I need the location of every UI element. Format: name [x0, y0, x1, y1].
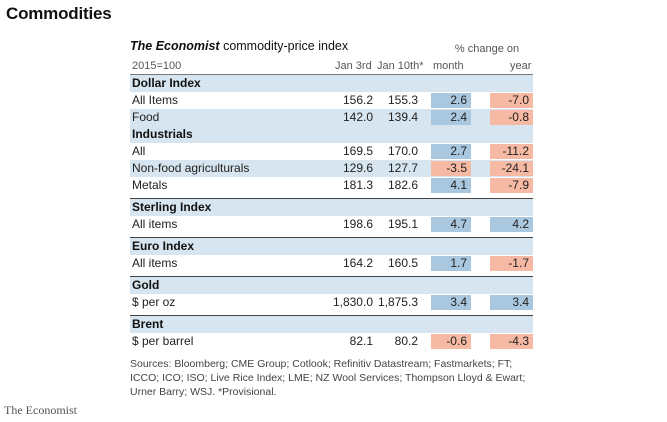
table-title-text: commodity-price index [219, 39, 349, 53]
table-row: All items 198.6 195.1 4.7 4.2 [130, 216, 533, 233]
jan-10-value: 1,875.3 [377, 295, 418, 309]
month-change-cell: 4.7 [431, 217, 471, 232]
row-label: $ per oz [132, 295, 176, 309]
table-row: $ per oz 1,830.0 1,875.3 3.4 3.4 [130, 294, 533, 311]
jan-3-value: 156.2 [342, 93, 373, 107]
jan-3-header: Jan 3rd [335, 60, 372, 72]
column-header-row: 2015=100 Jan 3rd Jan 10th* month year [130, 57, 533, 75]
year-change-cell: -7.9 [490, 178, 533, 193]
jan-10-value: 170.0 [387, 144, 418, 158]
jan-10-value: 155.3 [387, 93, 418, 107]
jan-3-value: 198.6 [342, 217, 373, 231]
year-change-cell: -0.8 [490, 110, 533, 125]
jan-10-value: 80.2 [394, 334, 418, 348]
section-header: Brent [130, 315, 533, 333]
row-label: Non-food agriculturals [132, 161, 250, 175]
table-row: All 169.5 170.0 2.7 -11.2 [130, 143, 533, 160]
year-change-cell: -24.1 [490, 161, 533, 176]
jan-3-value: 82.1 [349, 334, 373, 348]
year-change-cell: -7.0 [490, 93, 533, 108]
table-row: Non-food agriculturals 129.6 127.7 -3.5 -24.… [130, 160, 533, 177]
table-row: All Items 156.2 155.3 2.6 -7.0 [130, 92, 533, 109]
row-label: All items [132, 256, 178, 270]
month-change-cell: -0.6 [431, 334, 471, 349]
jan-10-header: Jan 10th* [377, 60, 424, 72]
jan-10-value: 139.4 [387, 110, 418, 124]
jan-3-value: 181.3 [342, 178, 373, 192]
jan-10-value: 195.1 [387, 217, 418, 231]
commodity-table: The Economist commodity-price index % ch… [130, 38, 533, 350]
row-label: All Items [132, 93, 179, 107]
pct-change-header: % change on [454, 43, 520, 55]
table-row: Food 142.0 139.4 2.4 -0.8 [130, 109, 533, 126]
row-label: Food [132, 110, 160, 124]
table-row: All items 164.2 160.5 1.7 -1.7 [130, 255, 533, 272]
month-change-cell: -3.5 [431, 161, 471, 176]
jan-3-value: 129.6 [342, 161, 373, 175]
section-header: Euro Index [130, 237, 533, 255]
year-change-cell: -11.2 [490, 144, 533, 159]
section-header: Sterling Index [130, 198, 533, 216]
base-year-header: 2015=100 [132, 60, 182, 72]
table-row: Metals 181.3 182.6 4.1 -7.9 [130, 177, 533, 194]
year-change-cell: 4.2 [490, 217, 533, 232]
table-title-brand: The Economist [130, 39, 220, 53]
row-label: All [132, 144, 146, 158]
brand-logo: The Economist [4, 403, 77, 417]
row-label: Metals [132, 178, 168, 192]
section-header: Dollar Index [130, 75, 533, 92]
jan-3-value: 169.5 [342, 144, 373, 158]
year-change-cell: 3.4 [490, 295, 533, 310]
month-change-cell: 2.7 [431, 144, 471, 159]
page-title: Commodities [6, 4, 112, 23]
jan-10-value: 127.7 [387, 161, 418, 175]
jan-3-value: 142.0 [342, 110, 373, 124]
jan-10-value: 160.5 [387, 256, 418, 270]
table-row: $ per barrel 82.1 80.2 -0.6 -4.3 [130, 333, 533, 350]
table-body: Dollar Index All Items 156.2 155.3 2.6 -7.0 Fo… [130, 75, 533, 350]
row-label: All items [132, 217, 178, 231]
month-change-cell: 4.1 [431, 178, 471, 193]
month-change-cell: 1.7 [431, 256, 471, 271]
jan-3-value: 164.2 [342, 256, 373, 270]
jan-3-value: 1,830.0 [332, 295, 373, 309]
year-change-cell: -4.3 [490, 334, 533, 349]
section-header: Industrials [130, 126, 533, 143]
row-label: $ per barrel [132, 334, 194, 348]
month-change-cell: 2.6 [431, 93, 471, 108]
section-header: Gold [130, 276, 533, 294]
month-header: month [433, 60, 464, 72]
jan-10-value: 182.6 [387, 178, 418, 192]
year-header: year [510, 60, 532, 72]
sources-note: Sources: Bloomberg; CME Group; Cotlook; … [130, 358, 526, 398]
year-change-cell: -1.7 [490, 256, 533, 271]
month-change-cell: 3.4 [431, 295, 471, 310]
month-change-cell: 2.4 [431, 110, 471, 125]
table-title: The Economist commodity-price index [130, 38, 533, 55]
